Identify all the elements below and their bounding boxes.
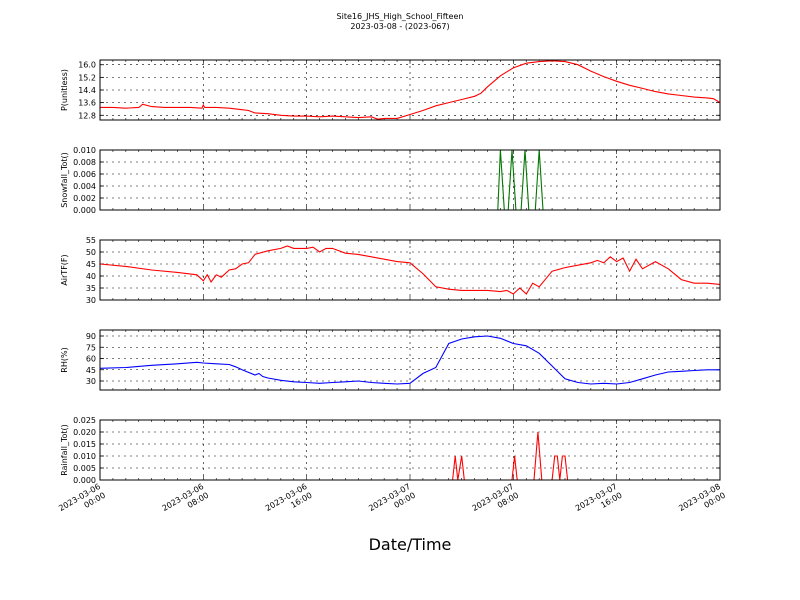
x-tick-label: 2023-03-0600:00 bbox=[57, 482, 107, 522]
y-tick-label: 0.000 bbox=[73, 206, 96, 215]
x-tick-label: 2023-03-0708:00 bbox=[471, 482, 521, 522]
y-tick-label: 90 bbox=[86, 332, 96, 341]
y-tick-label: 55 bbox=[86, 236, 96, 245]
series-line-0 bbox=[100, 60, 721, 120]
x-tick-label: 2023-03-0800:00 bbox=[677, 482, 727, 522]
y-tick-label: 0.010 bbox=[73, 452, 96, 461]
axes-frame bbox=[99, 419, 721, 481]
y-tick-label: 0.004 bbox=[73, 182, 96, 191]
chart-subtitle: 2023-03-08 - (2023-067) bbox=[350, 22, 449, 31]
series-line-3 bbox=[99, 335, 720, 385]
y-tick-label: 45 bbox=[86, 260, 96, 269]
y-tick-label: 15.2 bbox=[78, 73, 96, 82]
series-line-2 bbox=[99, 245, 721, 295]
panel-0: 12.8 13.6 14.4 15.2 16.0 P(unitless) bbox=[60, 59, 721, 121]
y-tick-label: 0.000 bbox=[73, 476, 96, 485]
panel-3: 30 45 60 75 90 RH(%) bbox=[60, 329, 721, 391]
y-tick-label: 0.015 bbox=[73, 440, 96, 449]
y-tick-label: 30 bbox=[86, 377, 96, 386]
y-tick-label: 14.4 bbox=[78, 86, 96, 95]
x-tick-label: 2023-03-0716:00 bbox=[574, 482, 624, 522]
panels: 12.813.614.415.216.0P(unitless)0.0000.00… bbox=[60, 59, 721, 485]
panel-2: 30 35 40 45 50 55 AirTF(F) bbox=[60, 236, 721, 305]
y-axis-label: Snowfall_Tot() bbox=[60, 152, 69, 208]
panel-4: 0.000 0.005 0.010 0.015 0.020 0.025 Rainfall_T… bbox=[60, 416, 721, 485]
axes-frame bbox=[99, 239, 721, 301]
x-tick-label: 2023-03-0700:00 bbox=[367, 482, 417, 522]
y-tick-label: 0.005 bbox=[73, 464, 96, 473]
y-tick-label: 16.0 bbox=[78, 61, 96, 70]
axes-frame bbox=[99, 329, 721, 391]
y-tick-label: 12.8 bbox=[78, 111, 96, 120]
x-tick-label: 2023-03-0608:00 bbox=[161, 482, 211, 522]
y-axis-label: AirTF(F) bbox=[60, 254, 69, 285]
y-tick-label: 45 bbox=[86, 366, 96, 375]
y-axis-label: P(unitless) bbox=[60, 69, 69, 111]
y-tick-label: 50 bbox=[86, 248, 96, 257]
series-line-4 bbox=[100, 431, 720, 481]
y-axis-label: Rainfall_Tot() bbox=[60, 424, 69, 476]
y-tick-label: 30 bbox=[86, 296, 96, 305]
y-tick-label: 35 bbox=[86, 284, 96, 293]
chart-title: Site16_JHS_High_School_Fifteen bbox=[337, 12, 464, 21]
x-tick-labels: 2023-03-0600:00 2023-03-0608:00 2023-03-06… bbox=[57, 482, 727, 522]
y-tick-label: 0.010 bbox=[73, 146, 96, 155]
y-tick-label: 0.006 bbox=[73, 170, 96, 179]
x-axis-label: Date/Time bbox=[369, 535, 452, 554]
y-tick-label: 0.025 bbox=[73, 416, 96, 425]
y-tick-label: 0.002 bbox=[73, 194, 96, 203]
y-tick-label: 0.020 bbox=[73, 428, 96, 437]
axes-frame bbox=[99, 149, 721, 211]
y-axis-label: RH(%) bbox=[60, 347, 69, 372]
y-tick-label: 0.008 bbox=[73, 158, 96, 167]
y-tick-label: 75 bbox=[86, 343, 96, 352]
panel-1: 0.000 0.002 0.004 0.006 0.008 0.010 Snowfall_T… bbox=[60, 146, 721, 215]
y-tick-label: 13.6 bbox=[78, 99, 96, 108]
axes-frame bbox=[99, 59, 721, 121]
y-tick-label: 60 bbox=[86, 355, 96, 364]
x-tick-label: 2023-03-0616:00 bbox=[264, 482, 314, 522]
y-tick-label: 40 bbox=[86, 272, 96, 281]
